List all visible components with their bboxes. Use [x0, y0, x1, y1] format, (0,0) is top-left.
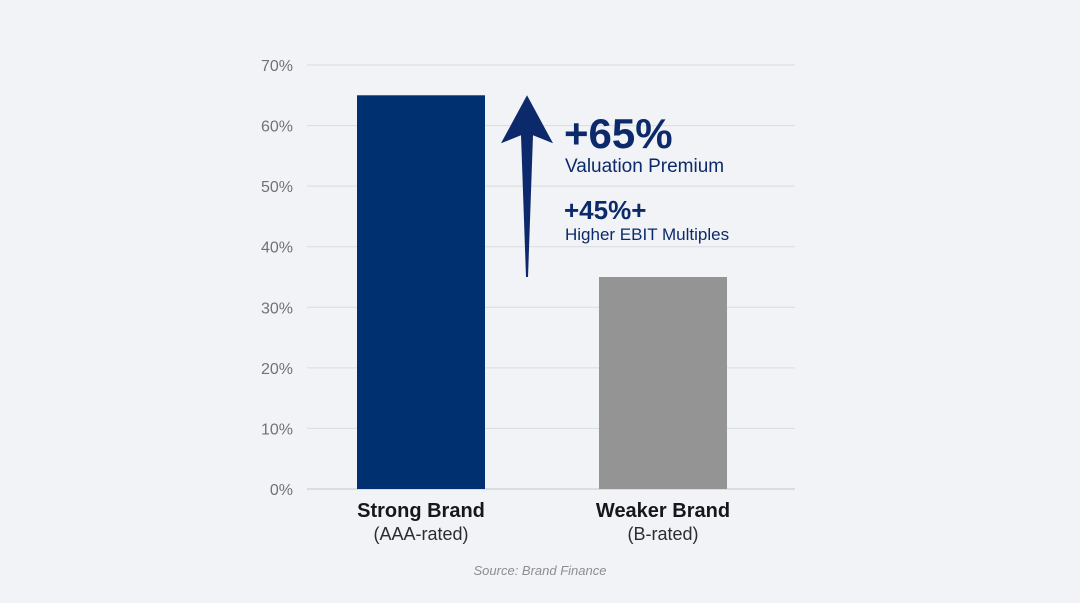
y-tick-label: 50%: [261, 179, 293, 196]
bar-weaker-brand: [599, 277, 727, 489]
x-sublabel-weaker-brand: (B-rated): [627, 524, 698, 544]
annotation-headline-2: +45%+: [564, 195, 646, 225]
y-tick-label: 70%: [261, 58, 293, 75]
bar-strong-brand: [357, 95, 485, 490]
annotation-text-1: Valuation Premium: [565, 156, 724, 177]
y-tick-label: 0%: [270, 482, 293, 499]
annotation-text-2: Higher EBIT Multiples: [565, 225, 729, 244]
x-label-weaker-brand: Weaker Brand: [596, 500, 730, 522]
y-tick-label: 40%: [261, 240, 293, 257]
source-note: Source: Brand Finance: [474, 563, 607, 578]
y-axis-ticks: 0% 10% 20% 30% 40% 50% 60% 70%: [261, 58, 293, 499]
annotation-headline-1: +65%: [564, 110, 673, 157]
bars: [357, 95, 727, 490]
x-label-strong-brand: Strong Brand: [357, 500, 485, 522]
up-arrow-icon: [501, 95, 553, 278]
y-tick-label: 20%: [261, 361, 293, 378]
y-tick-label: 30%: [261, 300, 293, 317]
x-sublabel-strong-brand: (AAA-rated): [373, 524, 468, 544]
y-tick-label: 10%: [261, 421, 293, 438]
y-tick-label: 60%: [261, 119, 293, 136]
